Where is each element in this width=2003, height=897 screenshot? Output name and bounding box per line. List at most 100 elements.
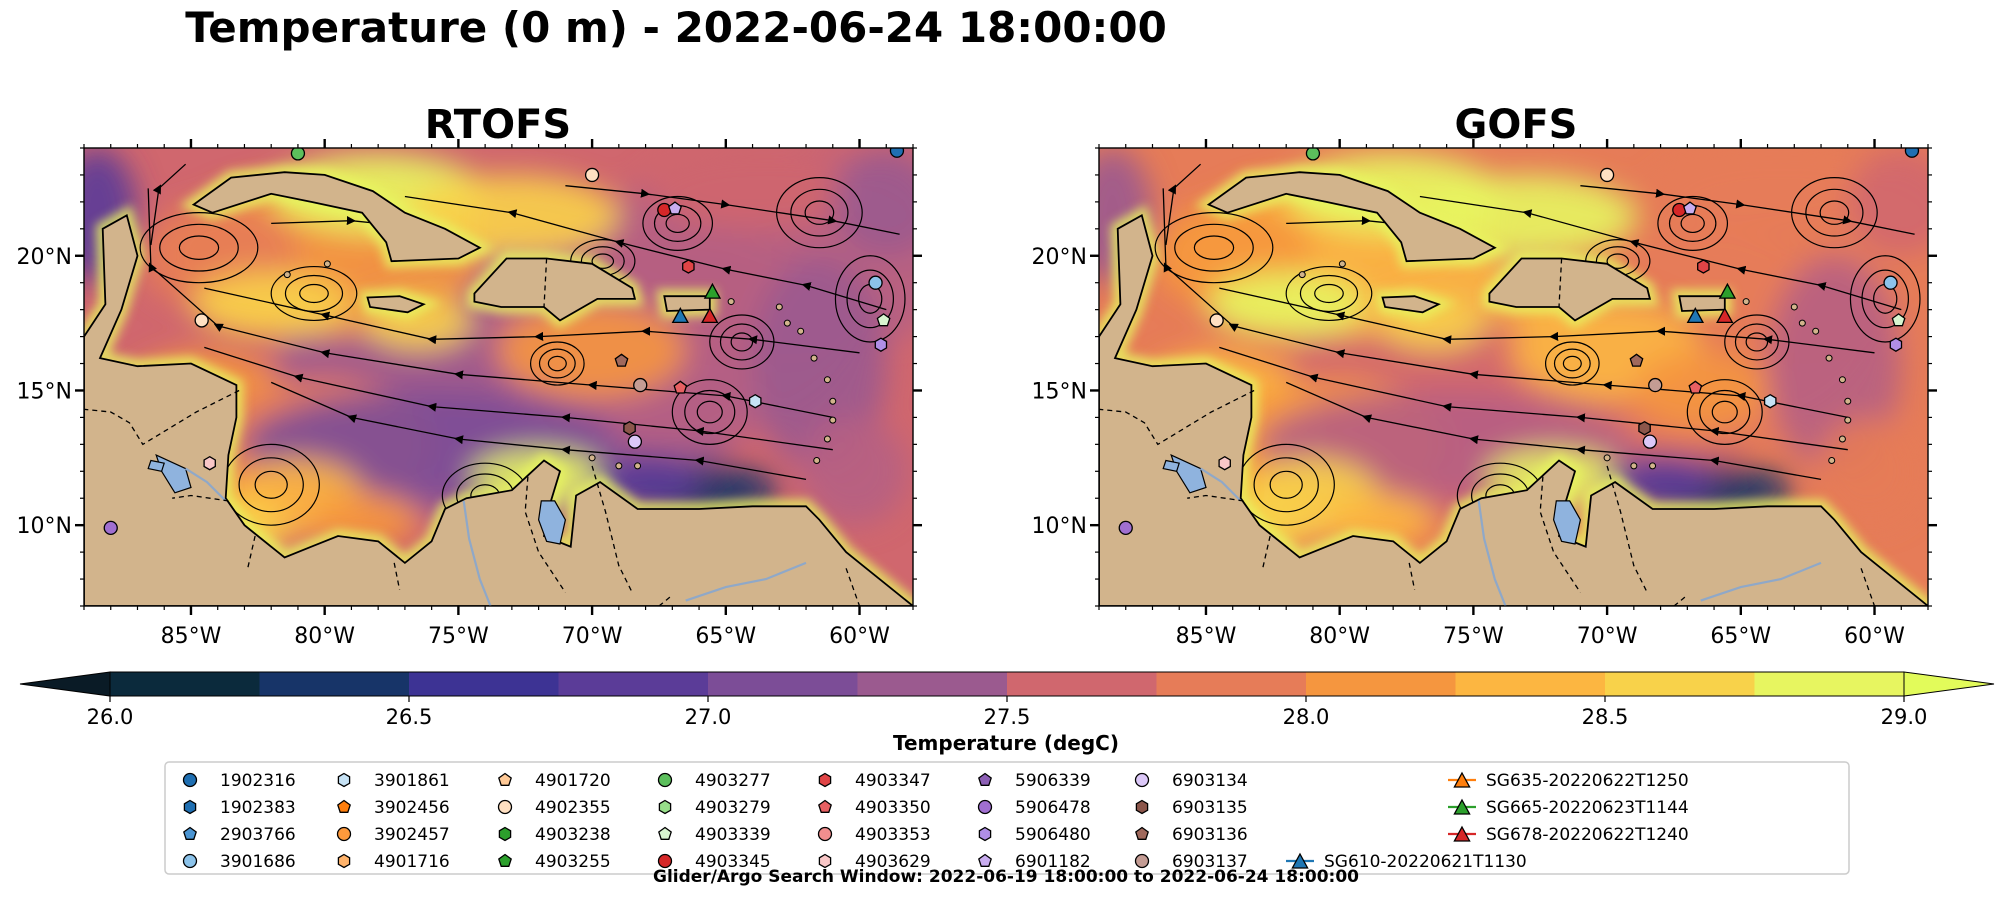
legend-label: 4903353: [855, 825, 931, 845]
legend-marker-6901182: [978, 853, 992, 867]
float-marker-SG678-20220622T1240: [701, 307, 719, 324]
legend-entry: 3902457: [336, 825, 450, 845]
legend-entry: 4903255: [498, 852, 611, 872]
float-marker-4902355: [194, 313, 209, 328]
legend-label: 5906480: [1015, 825, 1091, 845]
legend-marker-6903134: [1134, 772, 1150, 788]
colorbar-tick-label: 28.0: [1283, 705, 1330, 729]
legend-marker-SG610-20220621T1130: [1291, 852, 1309, 869]
legend-entry: 5906478: [977, 798, 1091, 818]
legend-entry: 6903135: [1135, 798, 1248, 818]
lon-tick-label: 65°W: [1710, 624, 1771, 649]
legend-label: 4903238: [535, 825, 611, 845]
float-marker-5906480: [1889, 337, 1903, 352]
float-marker-5906478: [1118, 520, 1133, 536]
lake: [537, 500, 567, 545]
float-marker-1902316: [889, 148, 905, 158]
colorbar-bin: [1754, 672, 1905, 696]
lon-tick-label: 65°W: [695, 624, 756, 649]
float-marker-5906480: [874, 337, 888, 352]
legend-label: 1902316: [220, 771, 296, 791]
legend-entry: 4902355: [497, 798, 611, 818]
float-marker-4902355: [584, 167, 600, 183]
panel-title-gofs: GOFS: [1455, 102, 1578, 148]
legend-entry: 3901861: [337, 771, 450, 791]
legend-entry: 3902456: [337, 798, 450, 818]
float-marker-4903339: [1891, 313, 1906, 327]
legend-marker-4903277: [657, 772, 673, 788]
legend-label: 4901716: [374, 852, 450, 872]
float-marker-4903277: [290, 148, 306, 161]
legend-marker-6903136: [1135, 826, 1149, 840]
legend-entry: SG635-20220622T1250: [1448, 771, 1689, 791]
legend-label: 5906339: [1015, 771, 1091, 791]
float-marker-4903339: [876, 313, 891, 327]
map-frame: [1098, 147, 1929, 607]
lake: [147, 459, 165, 472]
lat-tick-label: 10°N: [1032, 514, 1087, 539]
legend-label: 4903350: [855, 798, 931, 818]
lon-tick-label: 80°W: [1309, 624, 1370, 649]
legend-marker-5906480: [978, 826, 992, 842]
colorbar-label: Temperature (degC): [893, 731, 1119, 755]
legend-label: 6903136: [1172, 825, 1248, 845]
legend-label: 6901182: [1015, 852, 1091, 872]
legend-marker-4903347: [818, 772, 832, 788]
legend-marker-4902355: [497, 799, 513, 815]
float-marker-6903135: [623, 420, 636, 436]
lat-tick-label: 15°N: [1032, 379, 1087, 404]
float-marker-4903345: [657, 202, 672, 218]
legend-marker-1902316: [182, 772, 198, 788]
legend-marker-4903279: [658, 799, 672, 815]
colorbar-bin: [1455, 672, 1606, 696]
legend-entry: 6903136: [1135, 825, 1248, 845]
float-marker-6903137: [633, 377, 648, 393]
float-markers: [1118, 148, 1920, 536]
land-masses: [84, 171, 913, 606]
float-marker-5906478: [103, 520, 118, 536]
legend-label: 4903277: [695, 771, 771, 791]
legend-label: 1902383: [220, 798, 296, 818]
legend-entry: SG678-20220622T1240: [1448, 825, 1689, 845]
legend-entry: 6901182: [978, 852, 1091, 872]
float-marker-SG678-20220622T1240: [1716, 307, 1734, 324]
colorbar-tick-label: 26.5: [386, 705, 433, 729]
map-frame: [83, 147, 914, 607]
legend-marker-4903353: [817, 826, 833, 842]
legend-marker-4903350: [818, 799, 832, 813]
float-marker-3901861: [748, 393, 762, 409]
lake: [1552, 500, 1582, 545]
colorbar-tick-label: 26.0: [87, 705, 134, 729]
legend-label: 4903255: [535, 852, 611, 872]
map-panel-rtofs: RTOFS 85°W 80°W 75°W 70°W 65°W 60°W 10°N 15°N 20…: [17, 102, 922, 649]
legend-label: SG635-20220622T1250: [1486, 771, 1689, 791]
colorbar-tick-label: 27.5: [984, 705, 1031, 729]
legend-label: SG678-20220622T1240: [1486, 825, 1689, 845]
legend-label: 4903279: [695, 798, 771, 818]
legend-marker-3902456: [337, 799, 351, 813]
colorbar-bin: [259, 672, 410, 696]
float-marker-SG610-20220621T1130: [671, 307, 690, 324]
figure-title: Temperature (0 m) - 2022-06-24 18:00:00: [185, 3, 1167, 52]
legend-marker-5906478: [977, 799, 993, 815]
legend-marker-4903255: [498, 853, 512, 867]
float-marker-6903137: [1648, 377, 1663, 393]
legend-entry: 4903347: [818, 771, 931, 791]
legend-entry: SG610-20220621T1130: [1286, 852, 1527, 872]
legend-entry: 4903238: [498, 825, 611, 845]
float-marker-6903136: [1629, 353, 1644, 367]
lon-tick-label: 60°W: [829, 624, 890, 649]
legend-label: SG665-20220623T1144: [1486, 798, 1689, 818]
legend-marker-4901716: [337, 853, 351, 869]
float-marker-3901686: [868, 275, 883, 290]
lat-tick-label: 15°N: [17, 379, 72, 404]
legend-entry: 4903345: [657, 852, 771, 872]
float-marker-4903629: [203, 455, 216, 471]
legend-entry: 4903277: [657, 771, 771, 791]
lon-tick-label: 85°W: [1176, 624, 1237, 649]
legend-label: 6903135: [1172, 798, 1248, 818]
legend-marker-4901720: [498, 772, 512, 786]
float-marker-4903350: [1688, 380, 1703, 394]
legend-entry: 4903629: [818, 852, 931, 872]
colorbar-tick-label: 29.0: [1881, 705, 1928, 729]
